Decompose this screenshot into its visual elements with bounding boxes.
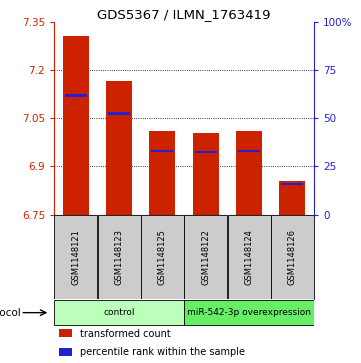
Text: GSM1148122: GSM1148122 — [201, 229, 210, 285]
Text: transformed count: transformed count — [80, 329, 171, 339]
Text: GSM1148126: GSM1148126 — [288, 229, 297, 285]
Text: miR-542-3p overexpression: miR-542-3p overexpression — [187, 308, 311, 317]
Bar — [106, 81, 132, 215]
Text: percentile rank within the sample: percentile rank within the sample — [80, 347, 245, 357]
Bar — [59, 329, 72, 338]
Bar — [108, 112, 130, 115]
Bar — [59, 348, 72, 356]
Title: GDS5367 / ILMN_1763419: GDS5367 / ILMN_1763419 — [97, 8, 271, 21]
Bar — [184, 301, 314, 325]
Bar — [195, 151, 217, 153]
Text: GSM1148125: GSM1148125 — [158, 229, 167, 285]
Bar — [228, 215, 270, 299]
Bar — [63, 36, 89, 215]
Bar — [149, 131, 175, 215]
Bar — [238, 150, 260, 152]
Bar — [236, 131, 262, 215]
Bar — [98, 215, 140, 299]
Bar — [279, 181, 305, 215]
Text: GSM1148121: GSM1148121 — [71, 229, 80, 285]
Bar — [184, 215, 227, 299]
Text: GSM1148124: GSM1148124 — [245, 229, 253, 285]
Bar — [55, 301, 184, 325]
Bar — [281, 183, 304, 185]
Bar — [151, 150, 174, 152]
Bar — [55, 215, 97, 299]
Bar — [65, 94, 87, 97]
Text: control: control — [103, 308, 135, 317]
Bar — [271, 215, 314, 299]
Bar — [141, 215, 184, 299]
Text: protocol: protocol — [0, 308, 20, 318]
Bar — [193, 133, 219, 215]
Text: GSM1148123: GSM1148123 — [115, 229, 123, 285]
